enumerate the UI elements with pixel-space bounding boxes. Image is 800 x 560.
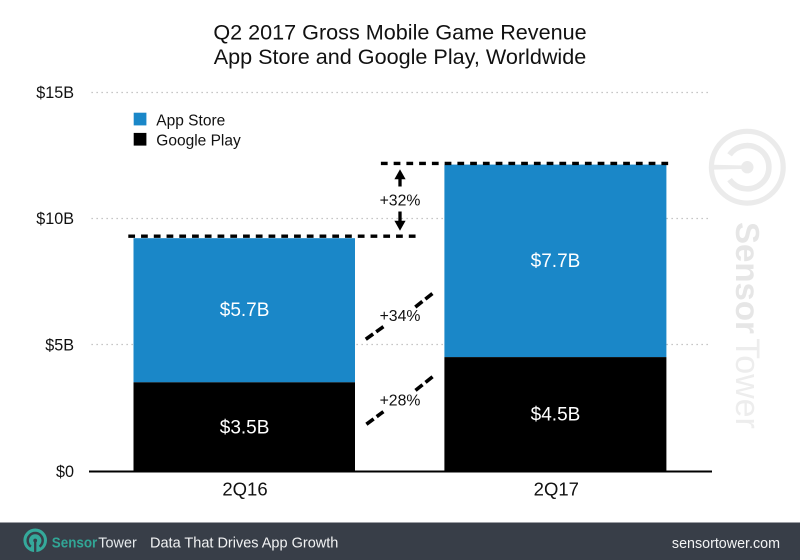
svg-text:$0: $0 [56,463,74,481]
svg-text:+34%: +34% [380,308,421,325]
svg-text:sensortower.com: sensortower.com [672,536,780,552]
svg-text:$15B: $15B [36,84,74,102]
svg-text:Google Play: Google Play [156,133,241,150]
svg-text:Sensor: Sensor [729,222,766,334]
svg-text:Tower: Tower [98,535,137,551]
svg-text:+28%: +28% [380,393,421,410]
svg-text:$5.7B: $5.7B [220,300,270,321]
svg-text:Q2 2017 Gross Mobile Game Reve: Q2 2017 Gross Mobile Game Revenue [213,20,586,45]
svg-text:2Q17: 2Q17 [534,479,579,500]
svg-text:App Store and Google Play, Wor: App Store and Google Play, Worldwide [214,44,587,69]
svg-text:Data That Drives App Growth: Data That Drives App Growth [150,535,338,551]
svg-text:$7.7B: $7.7B [531,251,581,272]
svg-text:App Store: App Store [156,112,225,129]
svg-text:+32%: +32% [380,192,421,209]
svg-text:$3.5B: $3.5B [220,418,270,439]
svg-text:$10B: $10B [36,210,74,228]
svg-text:$4.5B: $4.5B [531,405,581,426]
svg-text:$5B: $5B [45,336,74,354]
svg-text:Tower: Tower [728,338,766,429]
svg-text:2Q16: 2Q16 [222,479,267,500]
svg-text:Sensor: Sensor [52,535,98,551]
